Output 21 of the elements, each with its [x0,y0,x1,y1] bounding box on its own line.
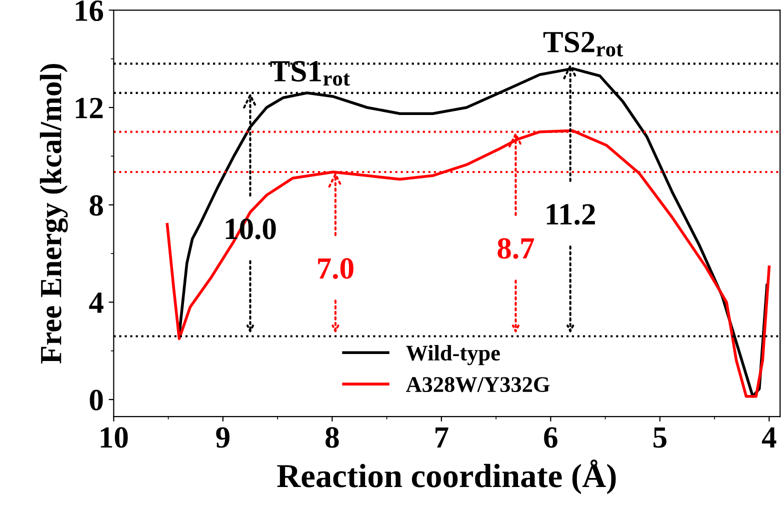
y-axis-title: Free Energy (kcal/mol) [40,64,68,364]
y-tick-label: 4 [89,292,104,313]
x-tick-label: 10 [100,427,128,448]
y-tick-label: 0 [90,390,103,410]
y-tick-label: 16 [76,0,104,22]
x-tick-label: 8 [326,427,339,448]
annotation: 8.7 [498,238,534,259]
x-tick-label: 9 [216,427,230,448]
annotation: TS2$_{rot}$ [543,32,624,57]
x-tick-label: 7 [436,427,448,448]
annotation: TS1$_{rot}$ [270,61,350,86]
x-tick-label: 5 [653,427,666,448]
annotation: 11.2 [546,204,595,225]
x-axis-title: Reaction coordinate (Å) [277,460,616,494]
legend-label: Wild-type [406,344,500,366]
legend-label: A328W/Y332G [406,377,550,392]
y-tick-label: 8 [90,195,103,216]
annotation: 7.0 [318,258,354,279]
x-tick-label: 4 [762,427,776,448]
y-tick-label: 12 [76,98,103,118]
x-tick-label: 6 [544,427,558,448]
